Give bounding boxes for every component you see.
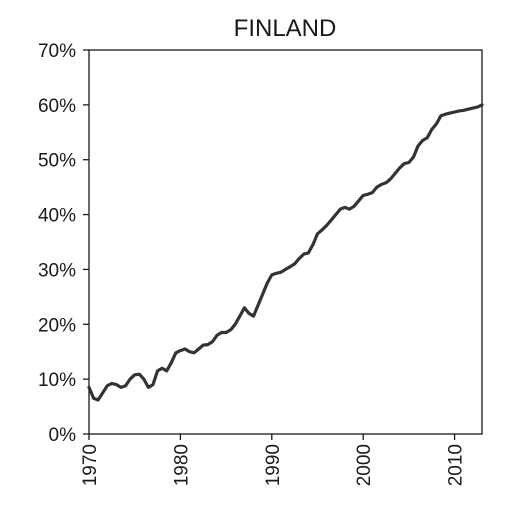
series-line-0 xyxy=(87,103,484,402)
x-tick-label: 2010 xyxy=(446,444,467,486)
axes-group xyxy=(88,49,483,435)
x-tick-label: 1980 xyxy=(171,444,192,486)
y-tick-label: 0% xyxy=(49,425,77,446)
y-axis-ticks: 0% 10% 20% 30% 40% 50% 60% 70% xyxy=(38,41,89,446)
series-group xyxy=(87,103,484,402)
x-tick-label: 2000 xyxy=(354,444,375,486)
x-tick-label: 1990 xyxy=(263,444,284,486)
y-tick-label: 30% xyxy=(38,260,76,281)
x-tick-label: 1970 xyxy=(80,444,101,486)
y-tick-label: 10% xyxy=(38,370,76,391)
x-axis-ticks: 1970 1980 1990 2000 2010 xyxy=(80,434,467,486)
y-tick-label: 20% xyxy=(38,315,76,336)
y-tick-label: 60% xyxy=(38,96,76,117)
plot-frame xyxy=(88,49,483,435)
y-tick-label: 50% xyxy=(38,151,76,172)
y-tick-label: 70% xyxy=(38,41,76,62)
y-tick-label: 40% xyxy=(38,206,76,227)
chart-title: FINLAND xyxy=(234,15,337,42)
